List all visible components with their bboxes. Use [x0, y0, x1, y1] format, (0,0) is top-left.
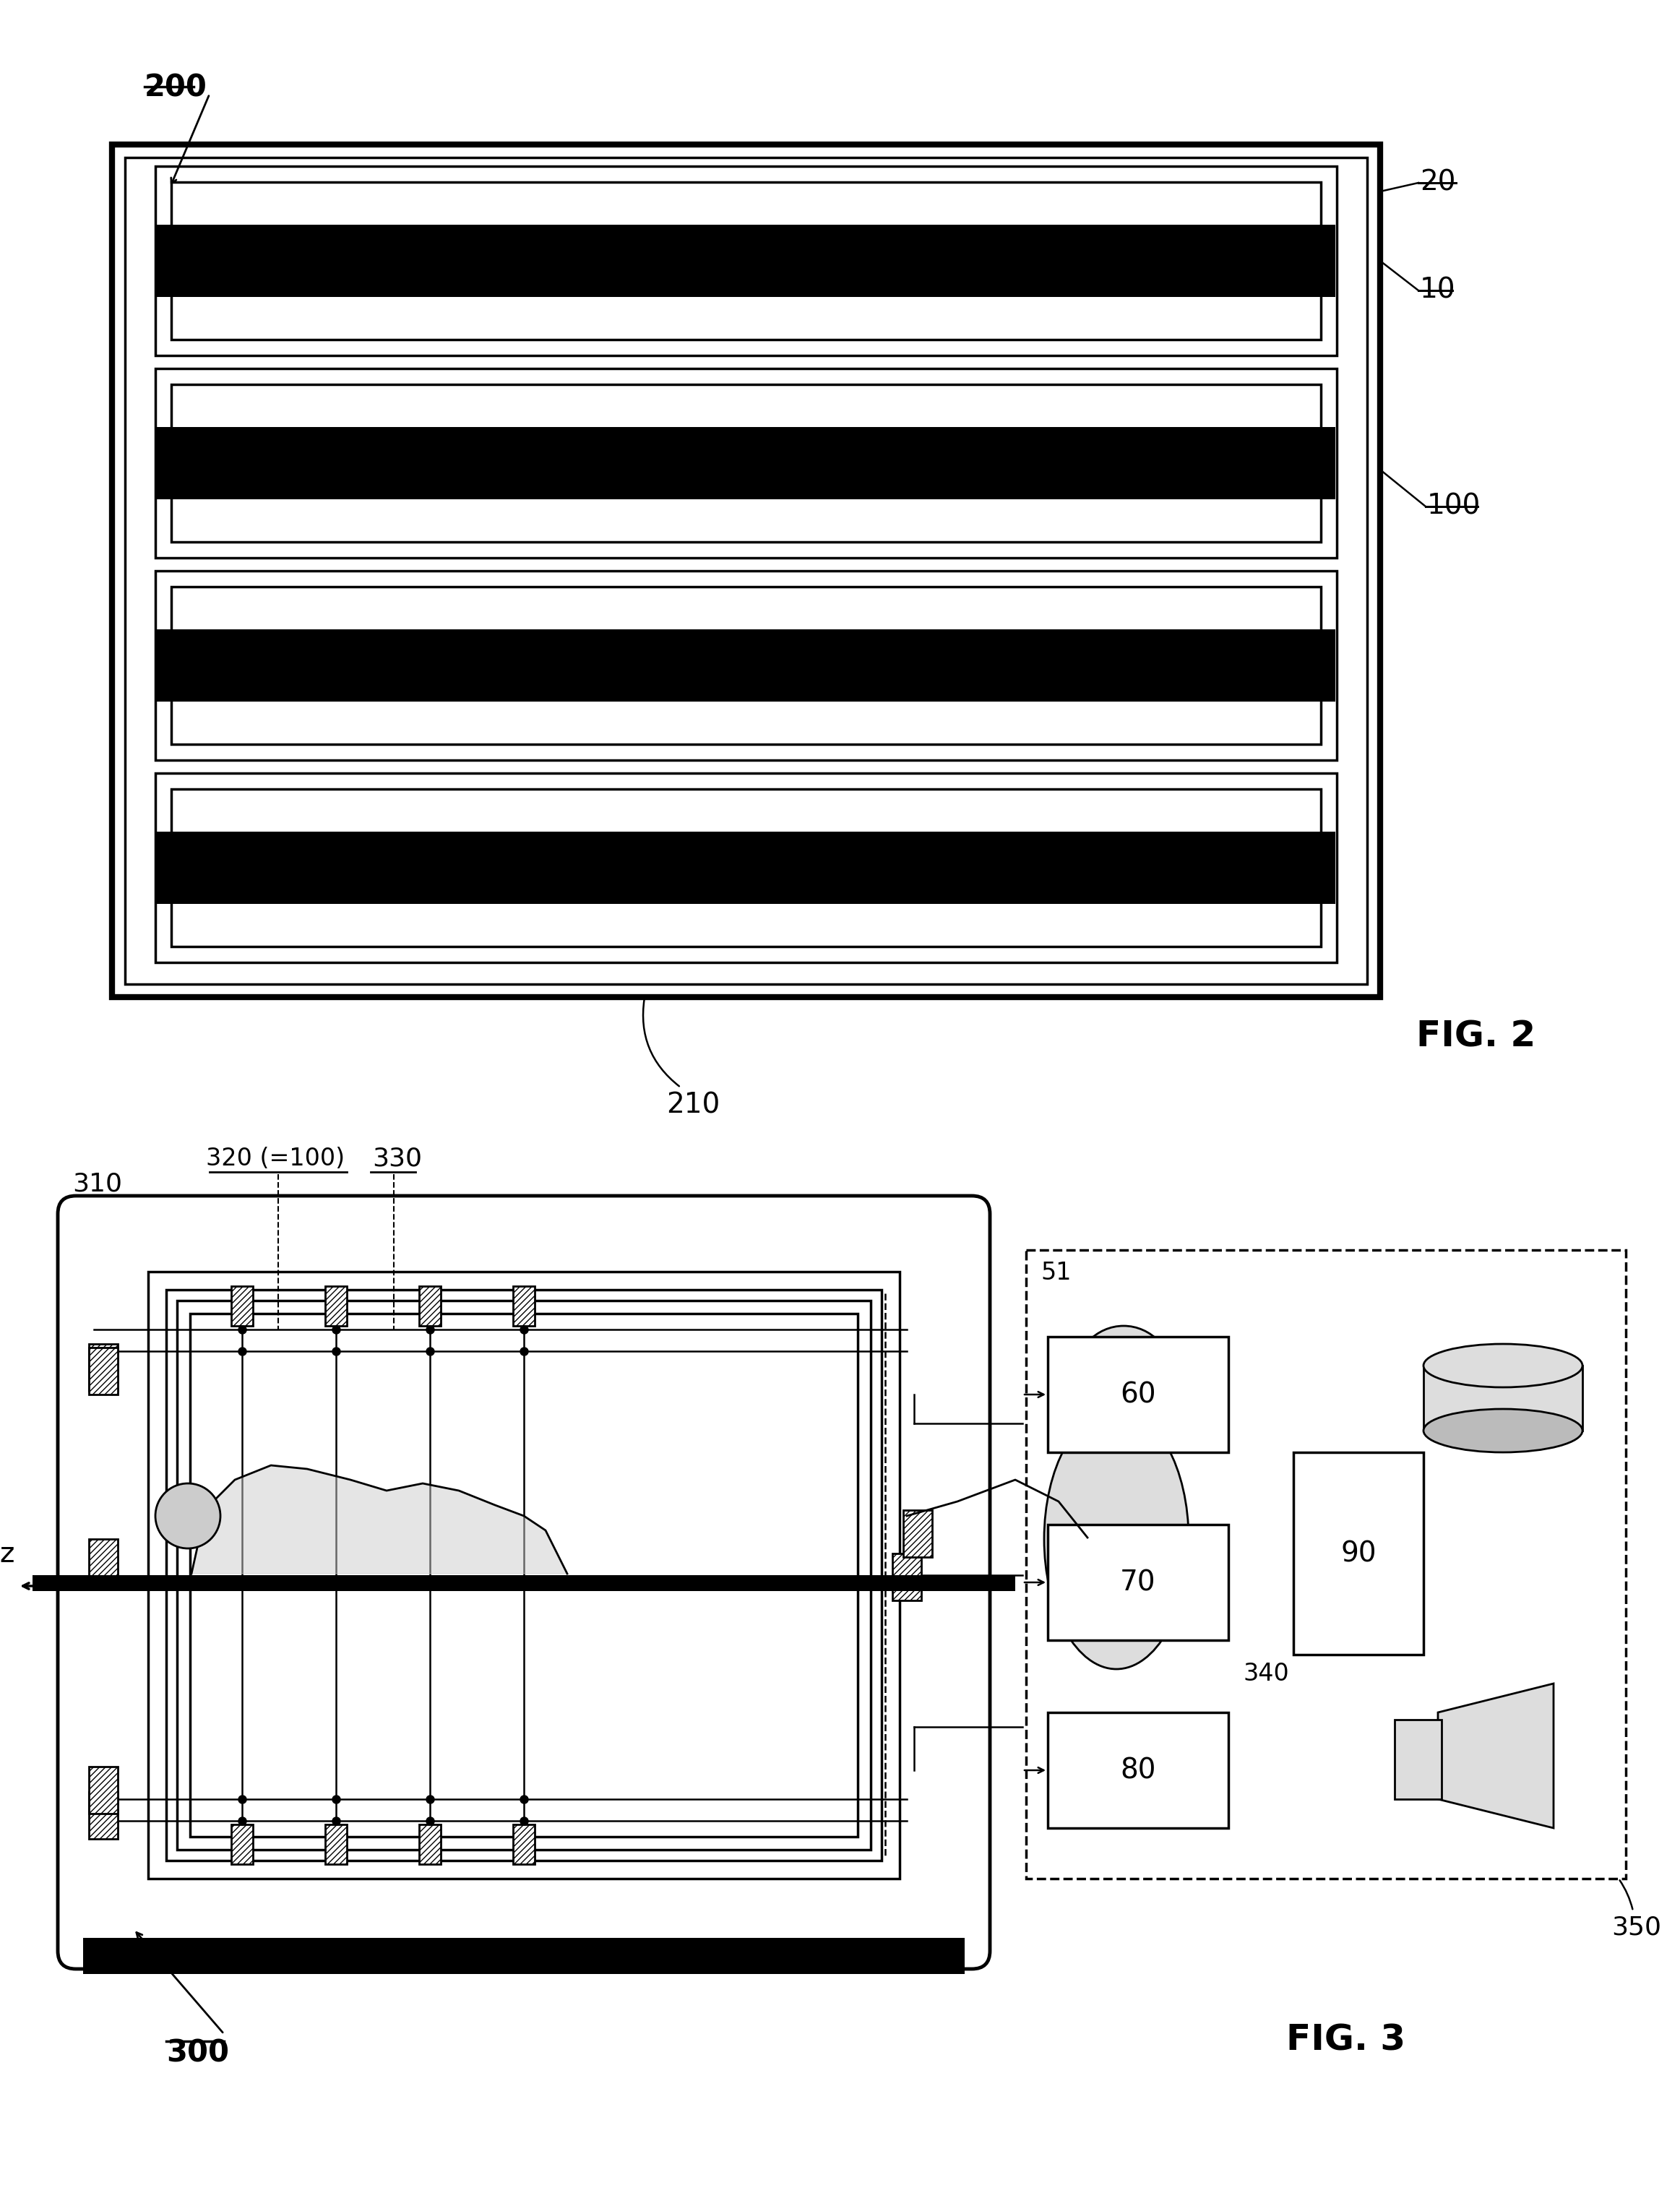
Bar: [1423, 1366, 1583, 1431]
Bar: [232, 1287, 254, 1327]
Bar: [326, 1824, 346, 1864]
Text: 350: 350: [1611, 1915, 1662, 1939]
Text: 80: 80: [1121, 1756, 1156, 1784]
Bar: [190, 1313, 858, 1837]
Bar: [512, 1287, 534, 1327]
Text: 20: 20: [1420, 168, 1455, 197]
Bar: [89, 1767, 118, 1813]
Bar: [1026, 1249, 1626, 1879]
FancyBboxPatch shape: [57, 1196, 990, 1970]
Bar: [155, 369, 1337, 557]
Bar: [418, 1287, 440, 1327]
Text: 10: 10: [1420, 276, 1457, 303]
Ellipse shape: [1045, 1408, 1189, 1669]
Ellipse shape: [1423, 1344, 1583, 1386]
Polygon shape: [1438, 1683, 1554, 1828]
Bar: [326, 1287, 346, 1327]
Bar: [155, 570, 1337, 761]
Ellipse shape: [1423, 1408, 1583, 1453]
Bar: [892, 1554, 921, 1601]
Text: 340: 340: [1243, 1663, 1289, 1685]
Bar: [155, 774, 1337, 962]
Bar: [156, 630, 1336, 701]
Text: 60: 60: [1121, 1382, 1156, 1408]
Bar: [418, 1824, 440, 1864]
Text: 330: 330: [373, 1145, 422, 1170]
Bar: [89, 1539, 118, 1585]
Bar: [171, 181, 1320, 340]
Bar: [166, 1289, 882, 1862]
Bar: [171, 385, 1320, 542]
Text: 90: 90: [1341, 1539, 1376, 1568]
Bar: [89, 1791, 118, 1840]
Bar: [124, 157, 1368, 984]
Bar: [156, 831, 1336, 904]
Bar: [89, 1346, 118, 1395]
Bar: [1294, 1453, 1423, 1654]
Ellipse shape: [1074, 1327, 1174, 1435]
Bar: [176, 1300, 870, 1851]
Bar: [232, 1824, 254, 1864]
Text: 310: 310: [72, 1172, 123, 1196]
Text: 200: 200: [144, 73, 207, 102]
Bar: [82, 1937, 964, 1974]
Bar: [171, 789, 1320, 946]
Text: 100: 100: [1426, 493, 1480, 520]
Bar: [1048, 1714, 1228, 1828]
Bar: [1048, 1338, 1228, 1453]
Text: z: z: [0, 1541, 15, 1568]
Text: 210: 210: [667, 1090, 721, 1119]
Circle shape: [155, 1484, 220, 1548]
Bar: [113, 144, 1381, 997]
Text: FIG. 3: FIG. 3: [1287, 2023, 1406, 2058]
Text: 70: 70: [1121, 1568, 1156, 1596]
Bar: [171, 586, 1320, 745]
Bar: [156, 226, 1336, 296]
Bar: [1394, 1720, 1441, 1800]
Bar: [904, 1510, 932, 1557]
Text: 300: 300: [166, 2039, 228, 2067]
Text: 51: 51: [1040, 1260, 1072, 1285]
Bar: [156, 427, 1336, 500]
Text: FIG. 2: FIG. 2: [1416, 1019, 1536, 1052]
Text: 320 (=100): 320 (=100): [207, 1148, 344, 1170]
Bar: [155, 166, 1337, 356]
Bar: [89, 1344, 118, 1391]
Bar: [148, 1271, 899, 1879]
Polygon shape: [192, 1466, 568, 1574]
Bar: [512, 1824, 534, 1864]
Bar: [32, 1574, 1015, 1592]
Bar: [1048, 1526, 1228, 1641]
